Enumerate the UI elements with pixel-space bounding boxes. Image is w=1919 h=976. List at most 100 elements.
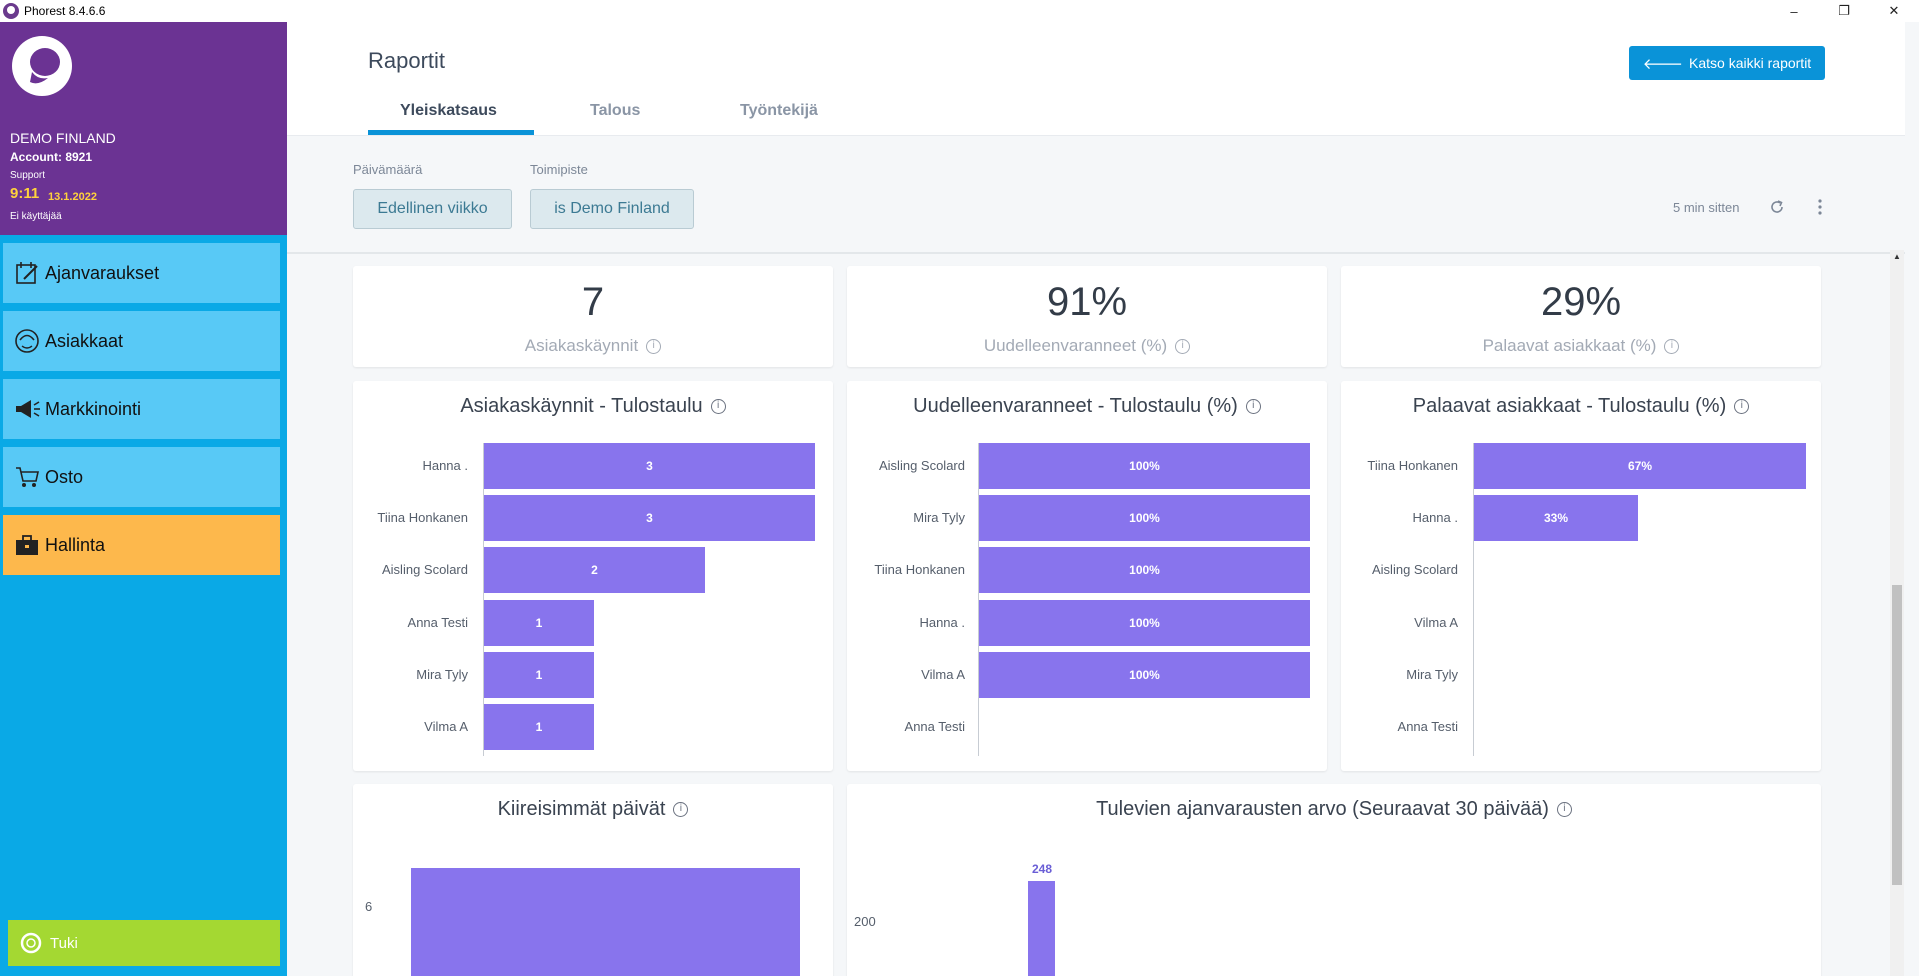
arrow-left-icon: 🡐 [1642, 55, 1684, 73]
chart-card-visits-leaderboard: Asiakaskäynnit - Tulostaulu i Hanna . 3 Tii… [353, 381, 833, 771]
bar-value-label: 100% [1129, 667, 1160, 682]
main-content: Raportit 🡐 Katso kaikki raportit Yleiska… [287, 22, 1919, 976]
bar-value-label: 1 [535, 667, 543, 682]
minimize-icon[interactable]: – [1790, 3, 1798, 19]
date-filter-label: Päivämäärä [353, 162, 423, 177]
category-label: Mira Tyly [913, 510, 965, 526]
page-title: Raportit [368, 48, 446, 73]
chart-bar [484, 495, 815, 542]
window-controls: – ❐ ✕ [1769, 0, 1919, 22]
window-titlebar: Phorest 8.4.6.6 – ❐ ✕ [0, 0, 1919, 22]
chart-title: Asiakaskäynnit - Tulostaulu i [353, 395, 833, 418]
chart-bar [484, 651, 594, 698]
y-tick-label: 6 [365, 899, 373, 914]
nav-label: Ajanvaraukset [45, 262, 160, 283]
restore-icon[interactable]: ❐ [1838, 3, 1850, 18]
nav-hallinta[interactable]: Hallinta [3, 515, 280, 575]
category-label: Anna Testi [904, 719, 965, 734]
company-name: DEMO FINLAND [10, 130, 116, 146]
info-icon[interactable]: i [710, 399, 726, 415]
nav-markkinointi[interactable]: Markkinointi [3, 379, 280, 439]
nav-ajanvaraukset[interactable]: Ajanvaraukset [3, 243, 280, 303]
info-icon[interactable]: i [646, 339, 662, 355]
chart-bar [1474, 495, 1638, 542]
tab-tyontekija[interactable]: Työntekijä [740, 102, 818, 119]
nav-tuki[interactable]: Tuki [8, 920, 280, 966]
calendar-edit-icon [9, 255, 45, 291]
kpi-label: Asiakaskäynnit i [353, 336, 833, 356]
chart-title: Kiireisimmät päivät i [353, 798, 833, 821]
info-icon[interactable]: i [1664, 339, 1680, 355]
tab-yleiskatsaus[interactable]: Yleiskatsaus [400, 102, 497, 119]
kpi-label-text: Asiakaskäynnit [524, 336, 639, 355]
all-reports-label: Katso kaikki raportit [1689, 55, 1812, 71]
bar-value-label: 100% [1129, 459, 1160, 473]
window-title: Phorest 8.4.6.6 [24, 4, 106, 18]
category-label: Aisling Scolard [1372, 562, 1458, 578]
scroll-up-arrow-icon[interactable]: ▲ [1893, 252, 1901, 261]
account-number: Account: 8921 [10, 150, 93, 164]
all-reports-button[interactable]: 🡐 Katso kaikki raportit [1629, 46, 1825, 80]
briefcase-icon [9, 527, 45, 563]
location-filter-label: Toimipiste [530, 162, 588, 177]
category-label: Mira Tyly [1406, 666, 1458, 682]
bar-value-label: 2 [591, 563, 598, 578]
nav-label: Tuki [50, 934, 78, 952]
chart-bar [484, 704, 594, 750]
kpi-label-text: Uudelleenvaranneet (%) [983, 336, 1168, 355]
clock-time: 9:11 [10, 185, 40, 202]
bar-value-label: 33% [1543, 511, 1569, 526]
tab-talous[interactable]: Talous [590, 102, 641, 119]
location-filter-button[interactable]: is Demo Finland [530, 189, 694, 229]
bar-value-label: 1 [535, 615, 543, 630]
more-options-icon[interactable] [1817, 198, 1823, 221]
date-filter-button[interactable]: Edellinen viikko [353, 189, 512, 229]
category-label: Vilma A [921, 666, 965, 682]
bar-value-label: 3 [646, 459, 653, 473]
nav-osto[interactable]: Osto [3, 447, 280, 507]
nav-label: Osto [45, 466, 84, 487]
last-updated-text: 5 min sitten [1673, 200, 1740, 215]
bar-value-label: 100% [1129, 511, 1160, 526]
clock-date: 13.1.2022 [48, 191, 97, 203]
vertical-scrollbar[interactable]: ▲ [1890, 250, 1904, 976]
chart-bar [484, 599, 594, 646]
info-icon[interactable]: i [673, 802, 689, 818]
bar-value-label: 100% [1129, 563, 1160, 578]
chart-title-text: Asiakaskäynnit - Tulostaulu [460, 395, 703, 417]
kpi-card-returning: 29% Palaavat asiakkaat (%) i [1341, 266, 1821, 367]
filter-bar: Päivämäärä Edellinen viikko Toimipiste i… [287, 136, 1905, 252]
y-axis-line [1473, 443, 1474, 757]
kpi-value: 91% [1046, 280, 1128, 324]
info-icon[interactable]: i [1556, 802, 1572, 818]
close-icon[interactable]: ✕ [1888, 3, 1900, 18]
bar-value-label: 3 [646, 511, 653, 526]
client-face-icon [9, 323, 45, 359]
divider [287, 252, 1905, 254]
chart-bar [484, 547, 705, 594]
category-label: Tiina Honkanen [1367, 458, 1458, 473]
chart-bar [979, 599, 1310, 646]
info-icon[interactable]: i [1245, 399, 1261, 415]
active-tab-indicator [368, 130, 534, 135]
category-label: Hanna . [422, 458, 468, 473]
chart-card-returning-leaderboard: Palaavat asiakkaat - Tulostaulu (%) i Tii… [1341, 381, 1821, 771]
phorest-logo [12, 36, 72, 96]
info-icon[interactable]: i [1175, 339, 1191, 355]
category-label: Anna Testi [407, 614, 468, 630]
chart-title-text: Uudelleenvaranneet - Tulostaulu (%) [913, 395, 1238, 417]
nav-label: Asiakkaat [45, 330, 124, 351]
app-icon [3, 3, 19, 19]
bar-value-label: 1 [535, 720, 543, 734]
nav-asiakkaat[interactable]: Asiakkaat [3, 311, 280, 371]
kpi-value: 29% [1540, 280, 1622, 324]
kpi-card-visits: 7 Asiakaskäynnit i [353, 266, 833, 367]
chart-bar [484, 443, 815, 489]
refresh-icon[interactable] [1768, 198, 1786, 221]
kpi-label: Uudelleenvaranneet (%) i [847, 336, 1327, 356]
category-label: Tiina Honkanen [377, 510, 468, 526]
bar-value-label: 248 [1031, 862, 1053, 876]
sidebar: DEMO FINLAND Account: 8921 Support 9:11 … [0, 22, 287, 976]
info-icon[interactable]: i [1734, 399, 1750, 415]
scrollbar-thumb[interactable] [1892, 585, 1902, 885]
